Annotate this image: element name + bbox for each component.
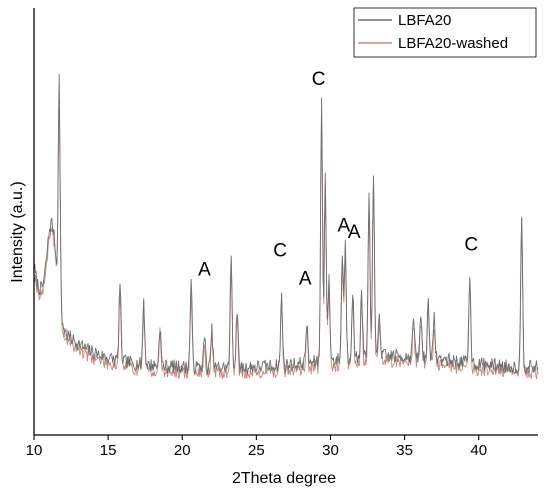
peak-label-a-4: A [337, 216, 350, 237]
legend-label-0: LBFA20 [398, 12, 451, 29]
peak-label-a-5: A [348, 222, 361, 243]
x-tick-label-30: 30 [322, 442, 339, 459]
x-axis-title: 2Theta degree [232, 470, 336, 487]
x-tick-label-25: 25 [248, 442, 265, 459]
x-tick-label-20: 20 [174, 442, 191, 459]
peak-label-c-3: C [312, 69, 326, 90]
legend-label-1: LBFA20-washed [398, 35, 508, 52]
series-layer [33, 73, 539, 380]
x-tick-label-35: 35 [396, 442, 413, 459]
x-tick-label-15: 15 [100, 442, 117, 459]
axes-layer: 10 15 20 25 30 35 40 [26, 8, 538, 459]
legend: LBFA20 LBFA20-washed [353, 7, 537, 58]
peak-label-c-1: C [273, 241, 287, 262]
x-tick-label-10: 10 [26, 442, 43, 459]
peak-label-c-6: C [464, 234, 478, 255]
y-axis-title: Intensity (a.u.) [9, 181, 26, 282]
peak-label-a-2: A [299, 269, 312, 290]
legend-box [353, 7, 537, 58]
peak-label-a-0: A [198, 259, 211, 280]
series-line-lbfa20 [33, 73, 539, 376]
x-tick-label-40: 40 [470, 442, 487, 459]
series-line-lbfa20-washed [33, 89, 539, 380]
